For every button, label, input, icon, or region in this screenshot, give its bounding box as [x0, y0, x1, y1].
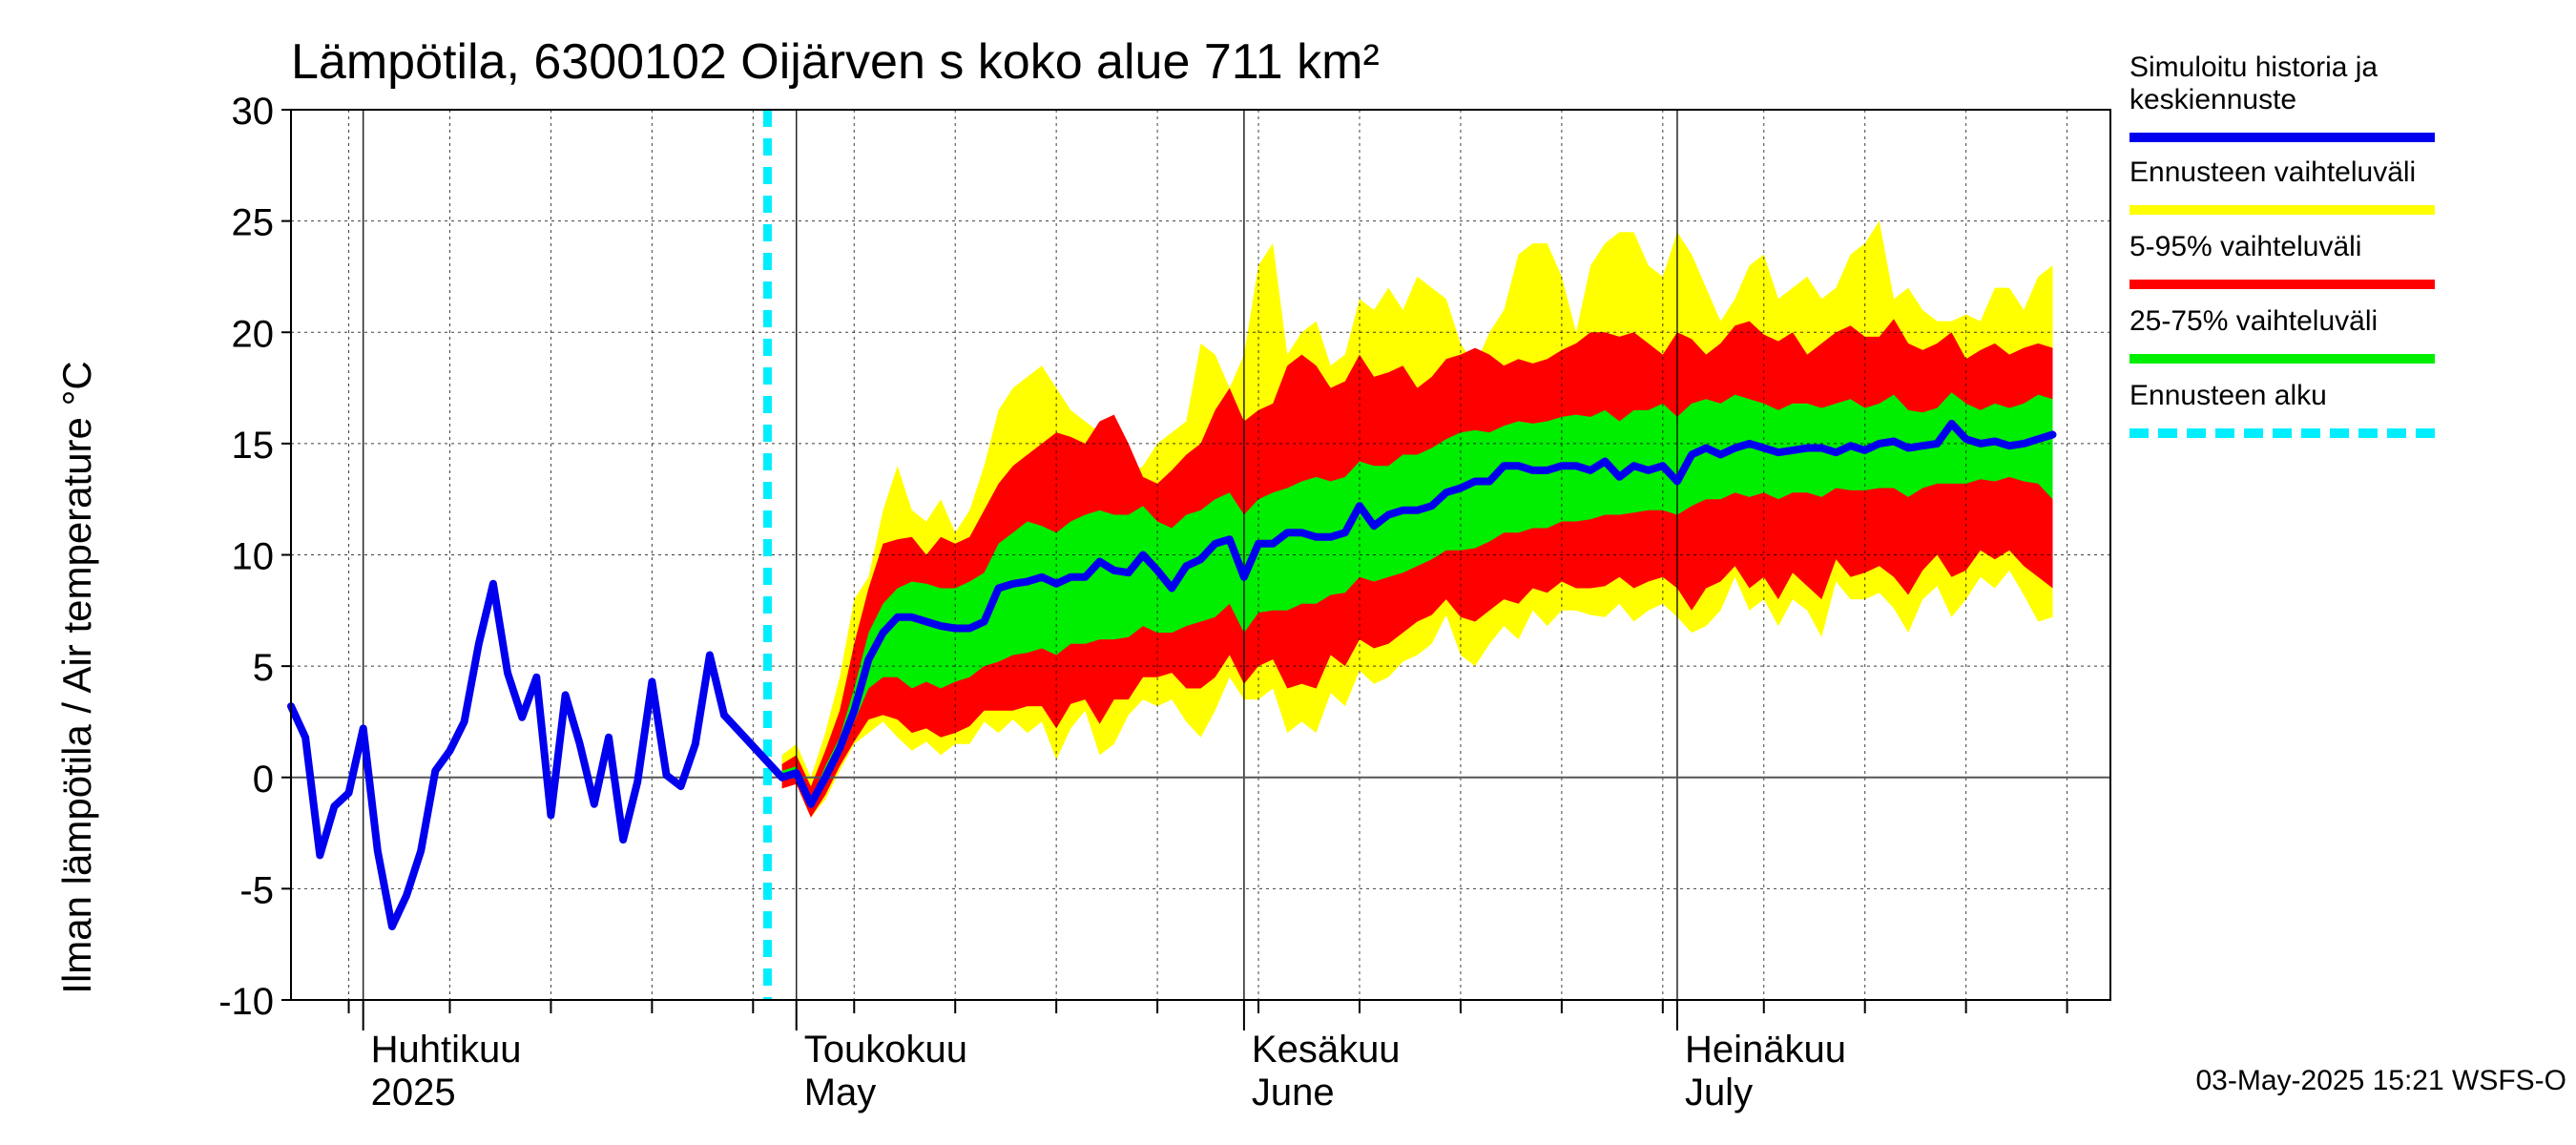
y-tick-labels: -10 -5 0 5 10 15 20 25 30: [218, 91, 274, 1023]
x-month-sublabel-June: June: [1252, 1072, 1335, 1114]
x-month-label-Toukokuu: Toukokuu: [804, 1029, 967, 1071]
x-month-label-Heinäkuu: Heinäkuu: [1685, 1029, 1846, 1071]
legend-label-forecast_start: Ennusteen alku: [2129, 380, 2327, 411]
y-tick-label-30: 30: [232, 91, 275, 133]
y-tick-label-15: 15: [232, 425, 275, 467]
y-tick-label-25: 25: [232, 202, 275, 244]
legend-label-median-1: keskiennuste: [2129, 84, 2296, 115]
y-tick-label-10: 10: [232, 536, 275, 578]
history-line: [287, 579, 728, 930]
legend-label-p5_95: 5-95% vaihteluväli: [2129, 231, 2361, 262]
x-month-sublabel-July: July: [1685, 1072, 1753, 1114]
x-month-sublabel-May: May: [804, 1072, 877, 1114]
y-tick-label-0: 0: [253, 759, 274, 801]
footer-timestamp: 03-May-2025 15:21 WSFS-O: [2196, 1065, 2567, 1096]
chart-title: Lämpötila, 6300102 Oijärven s koko alue …: [291, 34, 1380, 90]
x-month-label-Kesäkuu: Kesäkuu: [1252, 1029, 1401, 1071]
band-p25-p75: [781, 392, 2053, 807]
median-forecast-line: [720, 419, 2057, 808]
plot-frame: [281, 109, 2111, 1030]
y-tick-label-20: 20: [232, 313, 275, 355]
y-tick-label--5: -5: [239, 869, 274, 911]
series-lines: [287, 110, 2057, 1000]
legend-label-median: Simuloitu historia ja: [2129, 52, 2378, 83]
legend-label-range: Ennusteen vaihteluväli: [2129, 156, 2416, 188]
x-month-label-Huhtikuu: Huhtikuu: [371, 1029, 522, 1071]
legend-label-p25_75: 25-75% vaihteluväli: [2129, 305, 2378, 337]
y-tick-label--10: -10: [218, 981, 274, 1023]
x-month-sublabel-2025: 2025: [371, 1072, 456, 1114]
y-tick-label-5: 5: [253, 647, 274, 689]
grid-lines: [291, 109, 2110, 1001]
y-axis-label: Ilman lämpötila / Air temperature °C: [54, 361, 99, 993]
